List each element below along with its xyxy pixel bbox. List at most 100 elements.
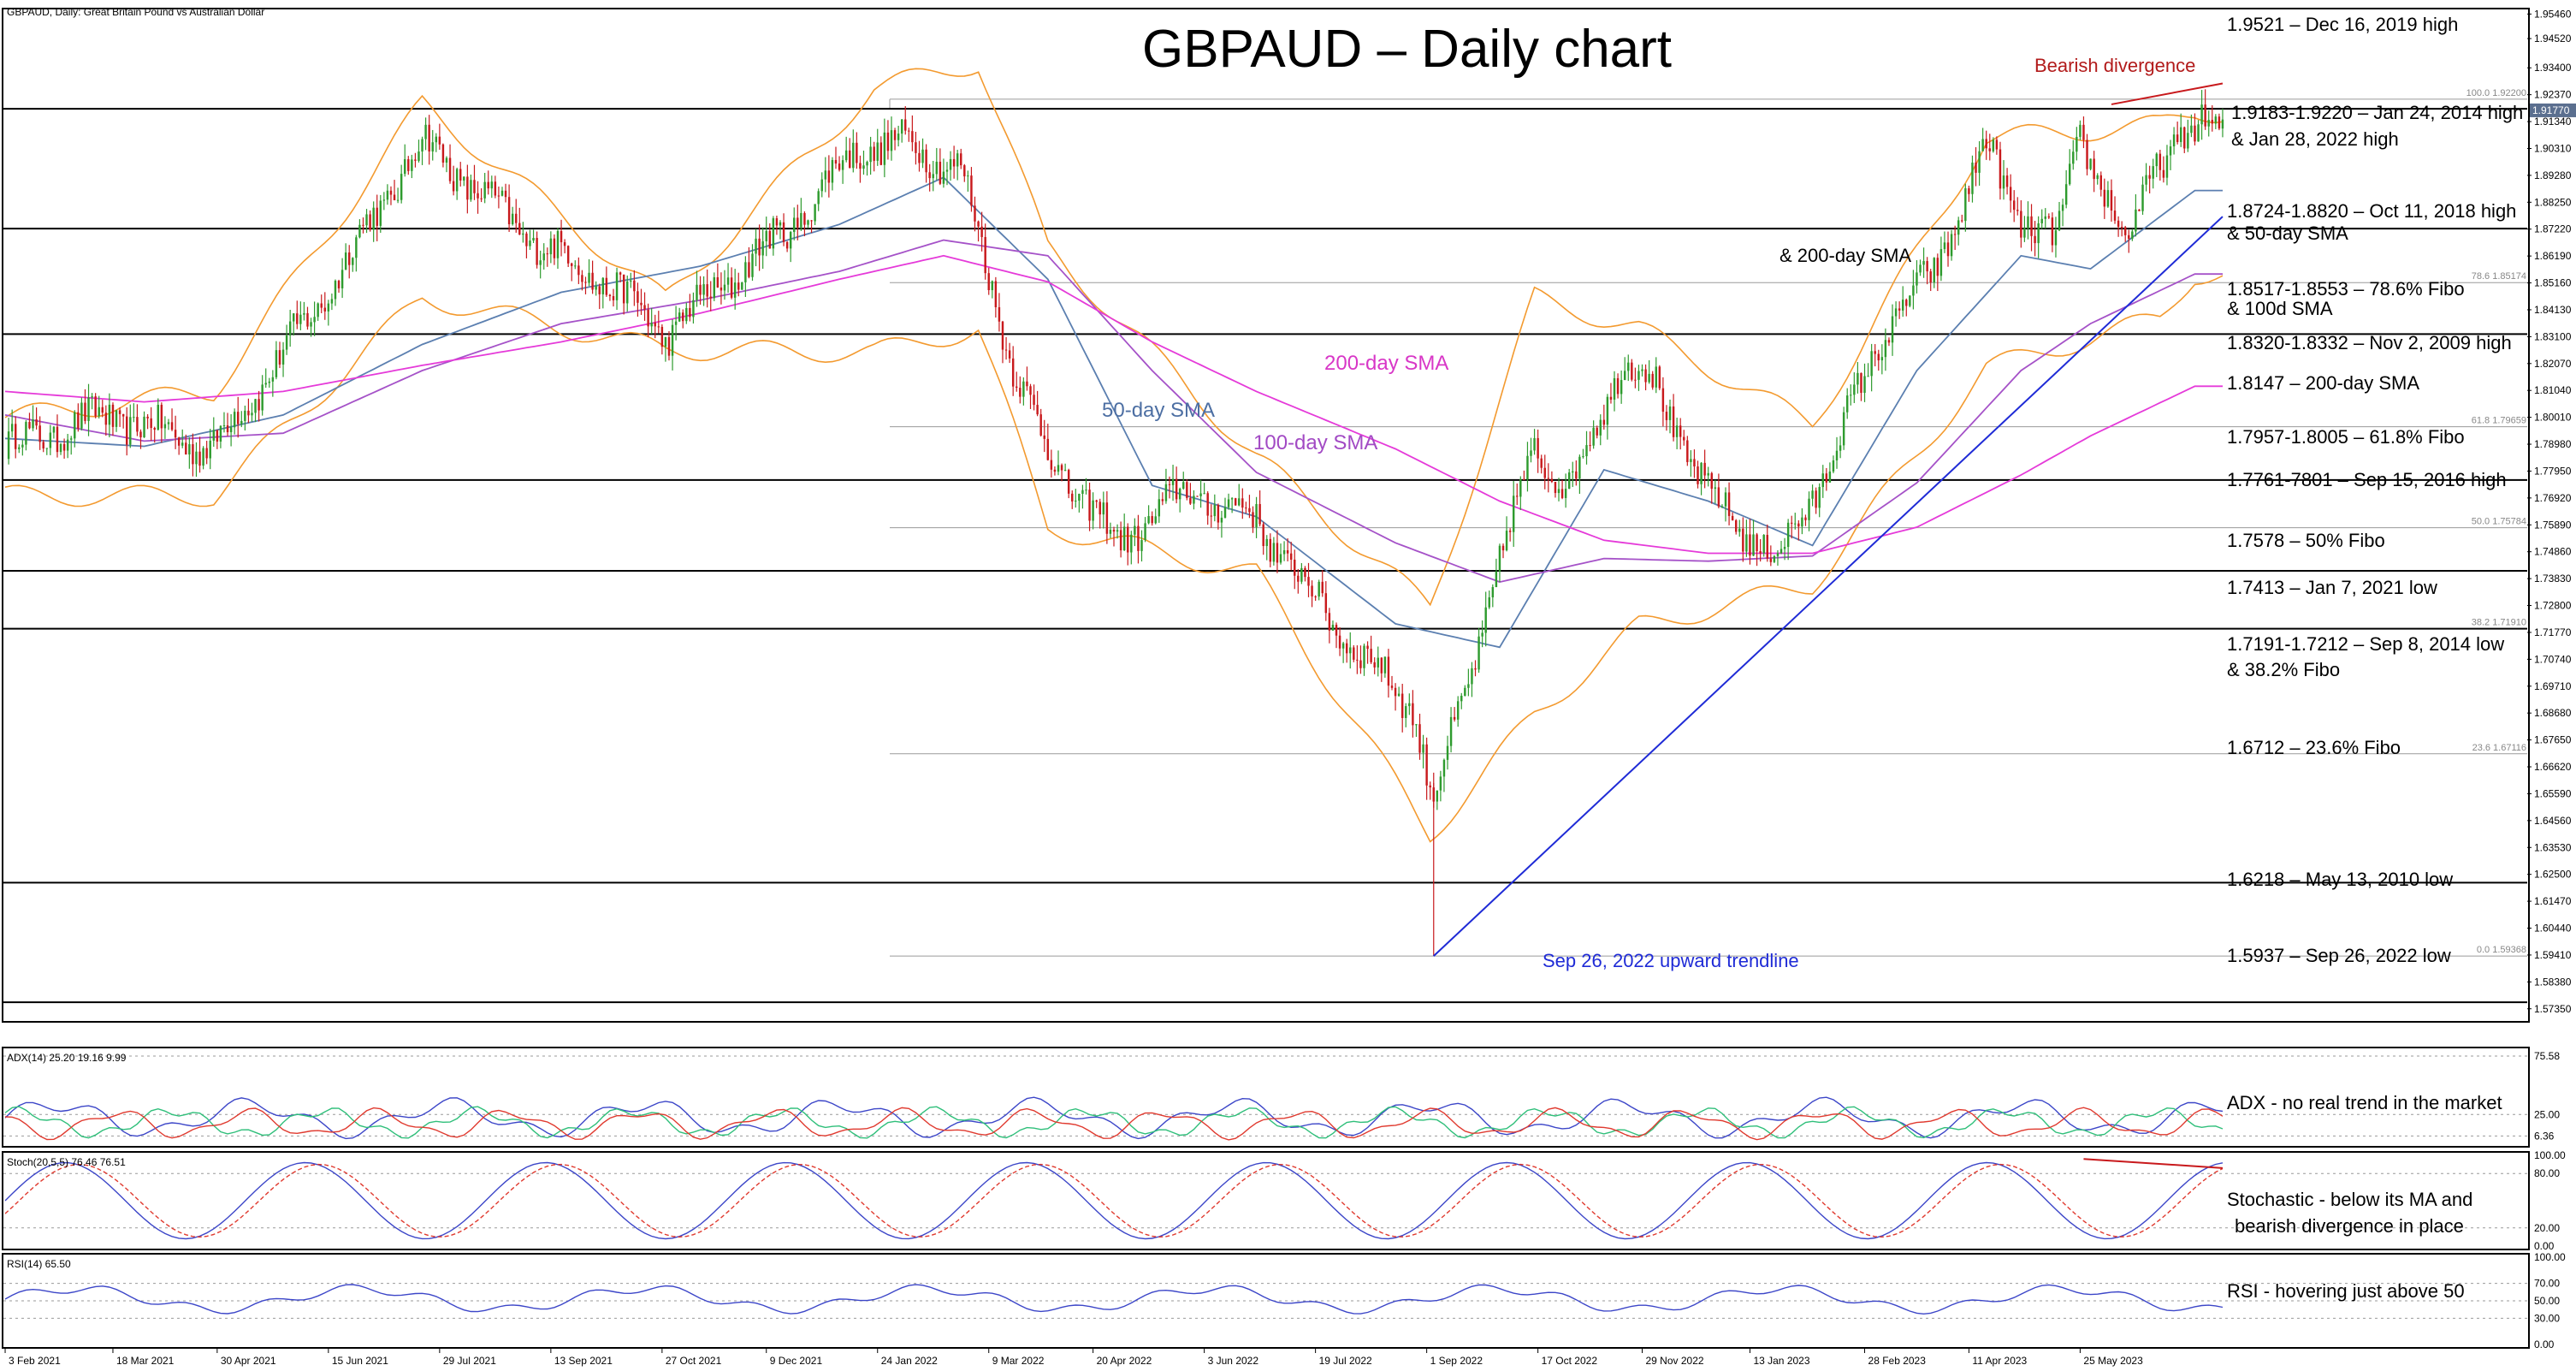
candle-body (393, 194, 396, 201)
candle-body (1043, 435, 1045, 439)
candle-body (170, 422, 174, 430)
candle-body (991, 281, 994, 291)
candle-body (1394, 687, 1397, 697)
candle-body (233, 412, 236, 428)
candle-body (202, 448, 204, 466)
candle-body (1011, 358, 1015, 387)
candle-body (56, 426, 59, 453)
rsi-comment: RSI - hovering just above 50 (2227, 1280, 2465, 1302)
chart-title: GBPAUD – Daily chart (1142, 20, 1672, 79)
candle-body (1161, 499, 1164, 502)
candle-body (626, 281, 629, 304)
candle-body (1533, 437, 1536, 451)
candle-body (1234, 498, 1237, 506)
candle-body (1140, 540, 1143, 551)
candle-body (500, 190, 504, 196)
candle-body (1922, 261, 1925, 265)
candle-body (1387, 656, 1390, 686)
candle-body (404, 159, 406, 175)
candle-body (918, 152, 921, 163)
candle-body (1383, 656, 1387, 674)
candle-body (682, 312, 684, 322)
candle-body (254, 399, 257, 413)
candle-body (852, 142, 855, 169)
candle-body (497, 195, 500, 197)
candle-body (1095, 500, 1098, 502)
candle-body (1887, 340, 1891, 343)
adx-minus-line (4, 1107, 2224, 1141)
candle-body (1105, 502, 1109, 534)
candle-body (1992, 139, 1995, 151)
candle-body (956, 153, 959, 167)
candle-body (2068, 163, 2071, 185)
sma50-line (4, 176, 2223, 649)
candle-body (352, 258, 354, 265)
candle-body (2214, 116, 2218, 124)
candle-body (2076, 136, 2078, 152)
candle-body (960, 153, 962, 166)
rsi-tick-4: 0.00 (2534, 1338, 2555, 1350)
candle-body (1957, 220, 1960, 235)
candle-body (1762, 535, 1765, 554)
candle-body (198, 451, 201, 466)
candle-body (1415, 724, 1418, 726)
fibo-tag-2: 61.8 1.79659 (2472, 416, 2526, 426)
candle-body (539, 260, 542, 265)
candle-body (859, 163, 862, 169)
candle-body (574, 265, 577, 267)
level-label-6: 1.7191-1.7212 – Sep 8, 2014 low (2227, 633, 2504, 655)
candle-body (313, 317, 316, 323)
candle-body (1060, 465, 1063, 471)
rsi-tick-1: 70.00 (2534, 1278, 2560, 1290)
candle-body (998, 306, 1001, 322)
candle-body (1801, 517, 1803, 527)
candle-body (1856, 372, 1859, 385)
candle-body (490, 181, 494, 189)
candle-body (768, 230, 772, 249)
candle-body (1523, 479, 1525, 481)
candle-body (2012, 200, 2016, 211)
adx-caption: ADX(14) 25.20 19.16 9.99 (7, 1052, 127, 1064)
candle-body (303, 312, 305, 315)
candle-body (2197, 124, 2200, 142)
candle-body (323, 307, 327, 312)
candle-body (1936, 258, 1939, 276)
level-label-3: 1.8320-1.8332 – Nov 2, 2009 high (2227, 332, 2512, 353)
candle-body (987, 273, 990, 291)
candle-body (2061, 205, 2064, 211)
price-tick-label: 1.89280 (2534, 169, 2572, 181)
candle-body (827, 170, 831, 183)
candle-body (800, 212, 802, 228)
candle-body (1627, 362, 1630, 371)
price-tick-label: 1.87220 (2534, 223, 2572, 235)
candle-body (1088, 490, 1091, 521)
candle-body (1164, 484, 1168, 502)
candle-body (1335, 625, 1338, 636)
candle-body (463, 176, 465, 181)
candle-body (1609, 396, 1613, 400)
price-tick-label: 1.94520 (2534, 33, 2572, 45)
candle-body (1144, 523, 1146, 541)
candle-body (1766, 535, 1768, 559)
candle-body (94, 396, 97, 417)
candle-body (414, 159, 417, 161)
candle-body (967, 175, 969, 177)
main-panel-frame (2, 8, 2530, 1023)
candle-body (980, 226, 983, 237)
candle-body (785, 241, 789, 249)
candle-body (1616, 377, 1620, 395)
candle-body (1324, 593, 1328, 614)
candle-body (674, 321, 678, 325)
price-tick-label: 1.84130 (2534, 304, 2572, 316)
candle-body (1418, 724, 1421, 753)
candle-body (98, 407, 100, 417)
candle-body (87, 397, 90, 421)
candle-body (1356, 659, 1359, 661)
candle-body (915, 142, 917, 153)
candle-body (1294, 559, 1296, 576)
candle-body (400, 174, 403, 200)
candle-body (751, 253, 754, 277)
candle-body (1130, 534, 1133, 553)
candle-body (1575, 471, 1578, 479)
